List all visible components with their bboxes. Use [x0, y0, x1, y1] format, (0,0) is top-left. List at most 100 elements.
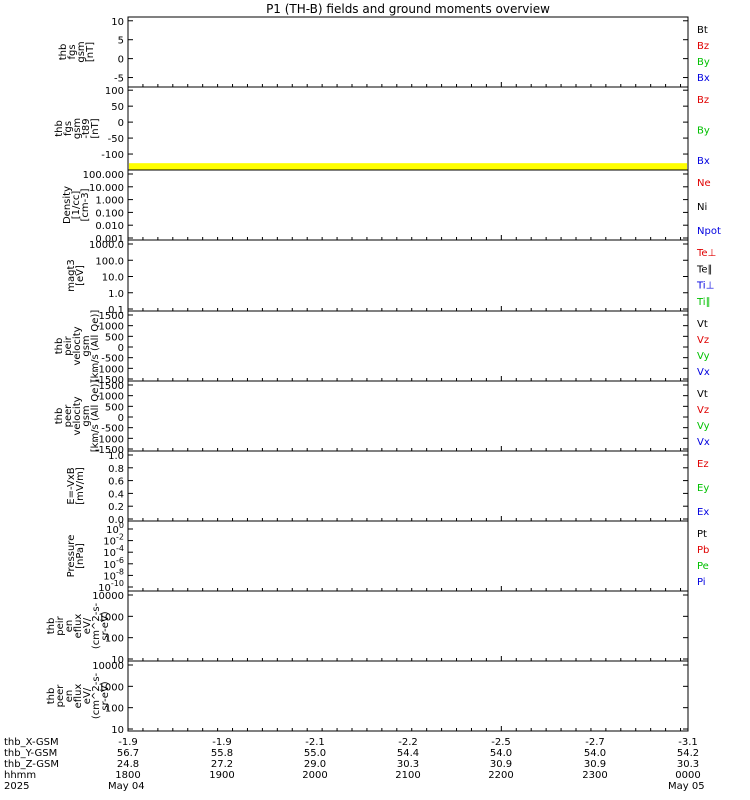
y-axis-label-line: (cm^2-s-	[91, 602, 102, 649]
y-tick-label: 100.0	[95, 256, 124, 267]
y-axis-label-line: thb	[46, 618, 57, 635]
y-axis-label: thbpeirenefluxeV/(cm^2-s-sr-eV)	[46, 602, 111, 649]
y-axis-label-line: peer	[55, 684, 66, 708]
y-axis-label-line: thb	[54, 408, 65, 425]
x-tick-label: 0000	[675, 770, 700, 781]
panel-frame	[127, 16, 689, 88]
legend-pi: Pi	[697, 577, 706, 588]
x-tick-label: 30.9	[490, 759, 512, 770]
y-tick-label: 10000	[92, 591, 124, 602]
x-tick-label: 2200	[488, 770, 513, 781]
y-axis-label-line: peer	[63, 404, 74, 428]
y-tick-label: 0.4	[108, 489, 124, 500]
y-tick-label: 0	[118, 343, 124, 354]
y-tick-label: 0.1	[108, 305, 124, 316]
y-axis-label-line: [km/s (All Qe)]	[90, 310, 101, 383]
y-tick-label: 100	[105, 634, 124, 645]
panel-frame	[127, 660, 689, 732]
x-tick-label: 30.3	[397, 759, 419, 770]
y-tick-label: 0.2	[108, 502, 124, 513]
y-axis-label: magt3[eV]	[66, 259, 86, 292]
y-axis-label-line: [mV/m]	[75, 467, 86, 505]
legend-vz: Vz	[697, 335, 709, 346]
x-row-label: 2025	[4, 781, 29, 792]
y-tick-label: 500	[105, 402, 124, 413]
legend-bz: Bz	[697, 41, 709, 52]
chart-title: P1 (TH-B) fields and ground moments over…	[266, 2, 550, 16]
y-axis-label: thbpeirvelocitygsm[km/s (All Qe)]	[54, 310, 101, 383]
legend-pe: Pe	[697, 561, 709, 572]
y-axis-label-line: fgs	[63, 121, 74, 136]
y-axis-label-line: [nT]	[85, 42, 96, 62]
panel-ion_spec: thbpeirenefluxeV/(cm^2-s-sr-eV)100001000…	[46, 590, 689, 666]
y-axis-label: Density[1/cc][cm-3]	[62, 186, 91, 224]
y-tick-exponent: -8	[116, 567, 124, 576]
y-axis-label-line: [1/cc]	[71, 191, 82, 220]
legend-ey: Ey	[697, 483, 709, 494]
y-tick-label: 10.000	[89, 183, 124, 194]
y-tick-label: 10	[111, 725, 124, 736]
y-tick-label: -1000	[95, 434, 124, 445]
legend-pt: Pt	[697, 529, 707, 540]
legend-by: By	[697, 57, 710, 68]
y-tick-label: 100	[106, 521, 124, 536]
legend-bz: Bz	[697, 95, 709, 106]
panel-fgs_dsl: thbfgsgsm-t89[nT] 100 50 0 -50 -100 Bz By Bx	[54, 86, 710, 171]
y-axis-label-line: [nT]	[90, 118, 101, 138]
y-tick-base: 10	[98, 583, 111, 594]
y-tick-label: -5	[114, 74, 124, 85]
y-tick-label: -100	[101, 150, 124, 161]
y-tick-exponent: -10	[111, 579, 124, 588]
x-row-label: hhmm	[4, 770, 36, 781]
legend-vt: Vt	[697, 389, 708, 400]
y-tick-base: 10	[103, 571, 116, 582]
x-tick-label: 55.8	[211, 748, 233, 759]
y-tick-label: -1500	[95, 375, 124, 386]
panel-elec_spec: thbpeerenefluxeV/(cm^2-s-sr-eV)100001000…	[46, 660, 689, 736]
y-tick-label: 50	[111, 102, 124, 113]
y-axis-label-line: magt3	[66, 259, 77, 292]
legend-vx: Vx	[697, 367, 710, 378]
y-axis-label-line: [eV]	[75, 265, 86, 286]
y-tick-exponent: -6	[116, 556, 124, 565]
x-tick-label: -2.7	[585, 737, 605, 748]
y-axis-label-line: gsm	[76, 41, 87, 62]
panel-frame	[127, 310, 689, 382]
y-axis-label-line: peir	[63, 335, 74, 355]
y-axis-label-line: thb	[58, 44, 69, 61]
y-axis-label: thbfgsgsm-t89[nT]	[54, 118, 101, 139]
y-axis-label-line: gsm	[81, 405, 92, 426]
y-tick-label: 10-10	[98, 579, 124, 594]
flag-bar	[129, 163, 687, 171]
x-tick-label: 54.0	[490, 748, 512, 759]
y-tick-label: -1000	[95, 364, 124, 375]
panels: thbfgsgsm[nT]1050-5BtBzByBxthbfgsgsm-t89…	[46, 16, 721, 736]
legend-ez: Ez	[697, 459, 709, 470]
y-tick-exponent: -4	[116, 544, 124, 553]
y-axis-label-line: sr-eV)	[100, 611, 111, 640]
legend-bx: Bx	[697, 73, 710, 84]
y-axis-label-line: [nPa]	[75, 543, 86, 569]
y-axis-label-line: eflux	[73, 684, 84, 709]
legend-vz: Vz	[697, 405, 709, 416]
y-axis-label-line: peir	[55, 615, 66, 635]
y-tick-label: 0	[118, 55, 124, 66]
x-tick-label: 54.2	[677, 748, 699, 759]
y-axis-label-line: eflux	[73, 614, 84, 639]
legend-ni: Ni	[697, 202, 707, 213]
legend-bt: Bt	[697, 25, 708, 36]
y-axis-label-line: (cm^2-s-	[91, 672, 102, 719]
y-axis-label-line: [cm-3]	[80, 188, 91, 221]
y-tick-label: 100	[105, 704, 124, 715]
y-axis-label-line: fgs	[67, 44, 78, 59]
y-tick-base: 10	[106, 525, 119, 536]
legend-by: By	[697, 126, 710, 137]
legend-ne: Ne	[697, 178, 711, 189]
y-tick-label: 0.010	[95, 221, 124, 232]
y-tick-label: 1500	[99, 381, 124, 392]
legend-ex: Ex	[697, 507, 709, 518]
y-tick-label: 0.6	[108, 477, 124, 488]
y-axis-label: thbfgsgsm[nT]	[58, 41, 96, 62]
y-tick-label: 0	[118, 413, 124, 424]
legend-bx: Bx	[697, 156, 710, 167]
